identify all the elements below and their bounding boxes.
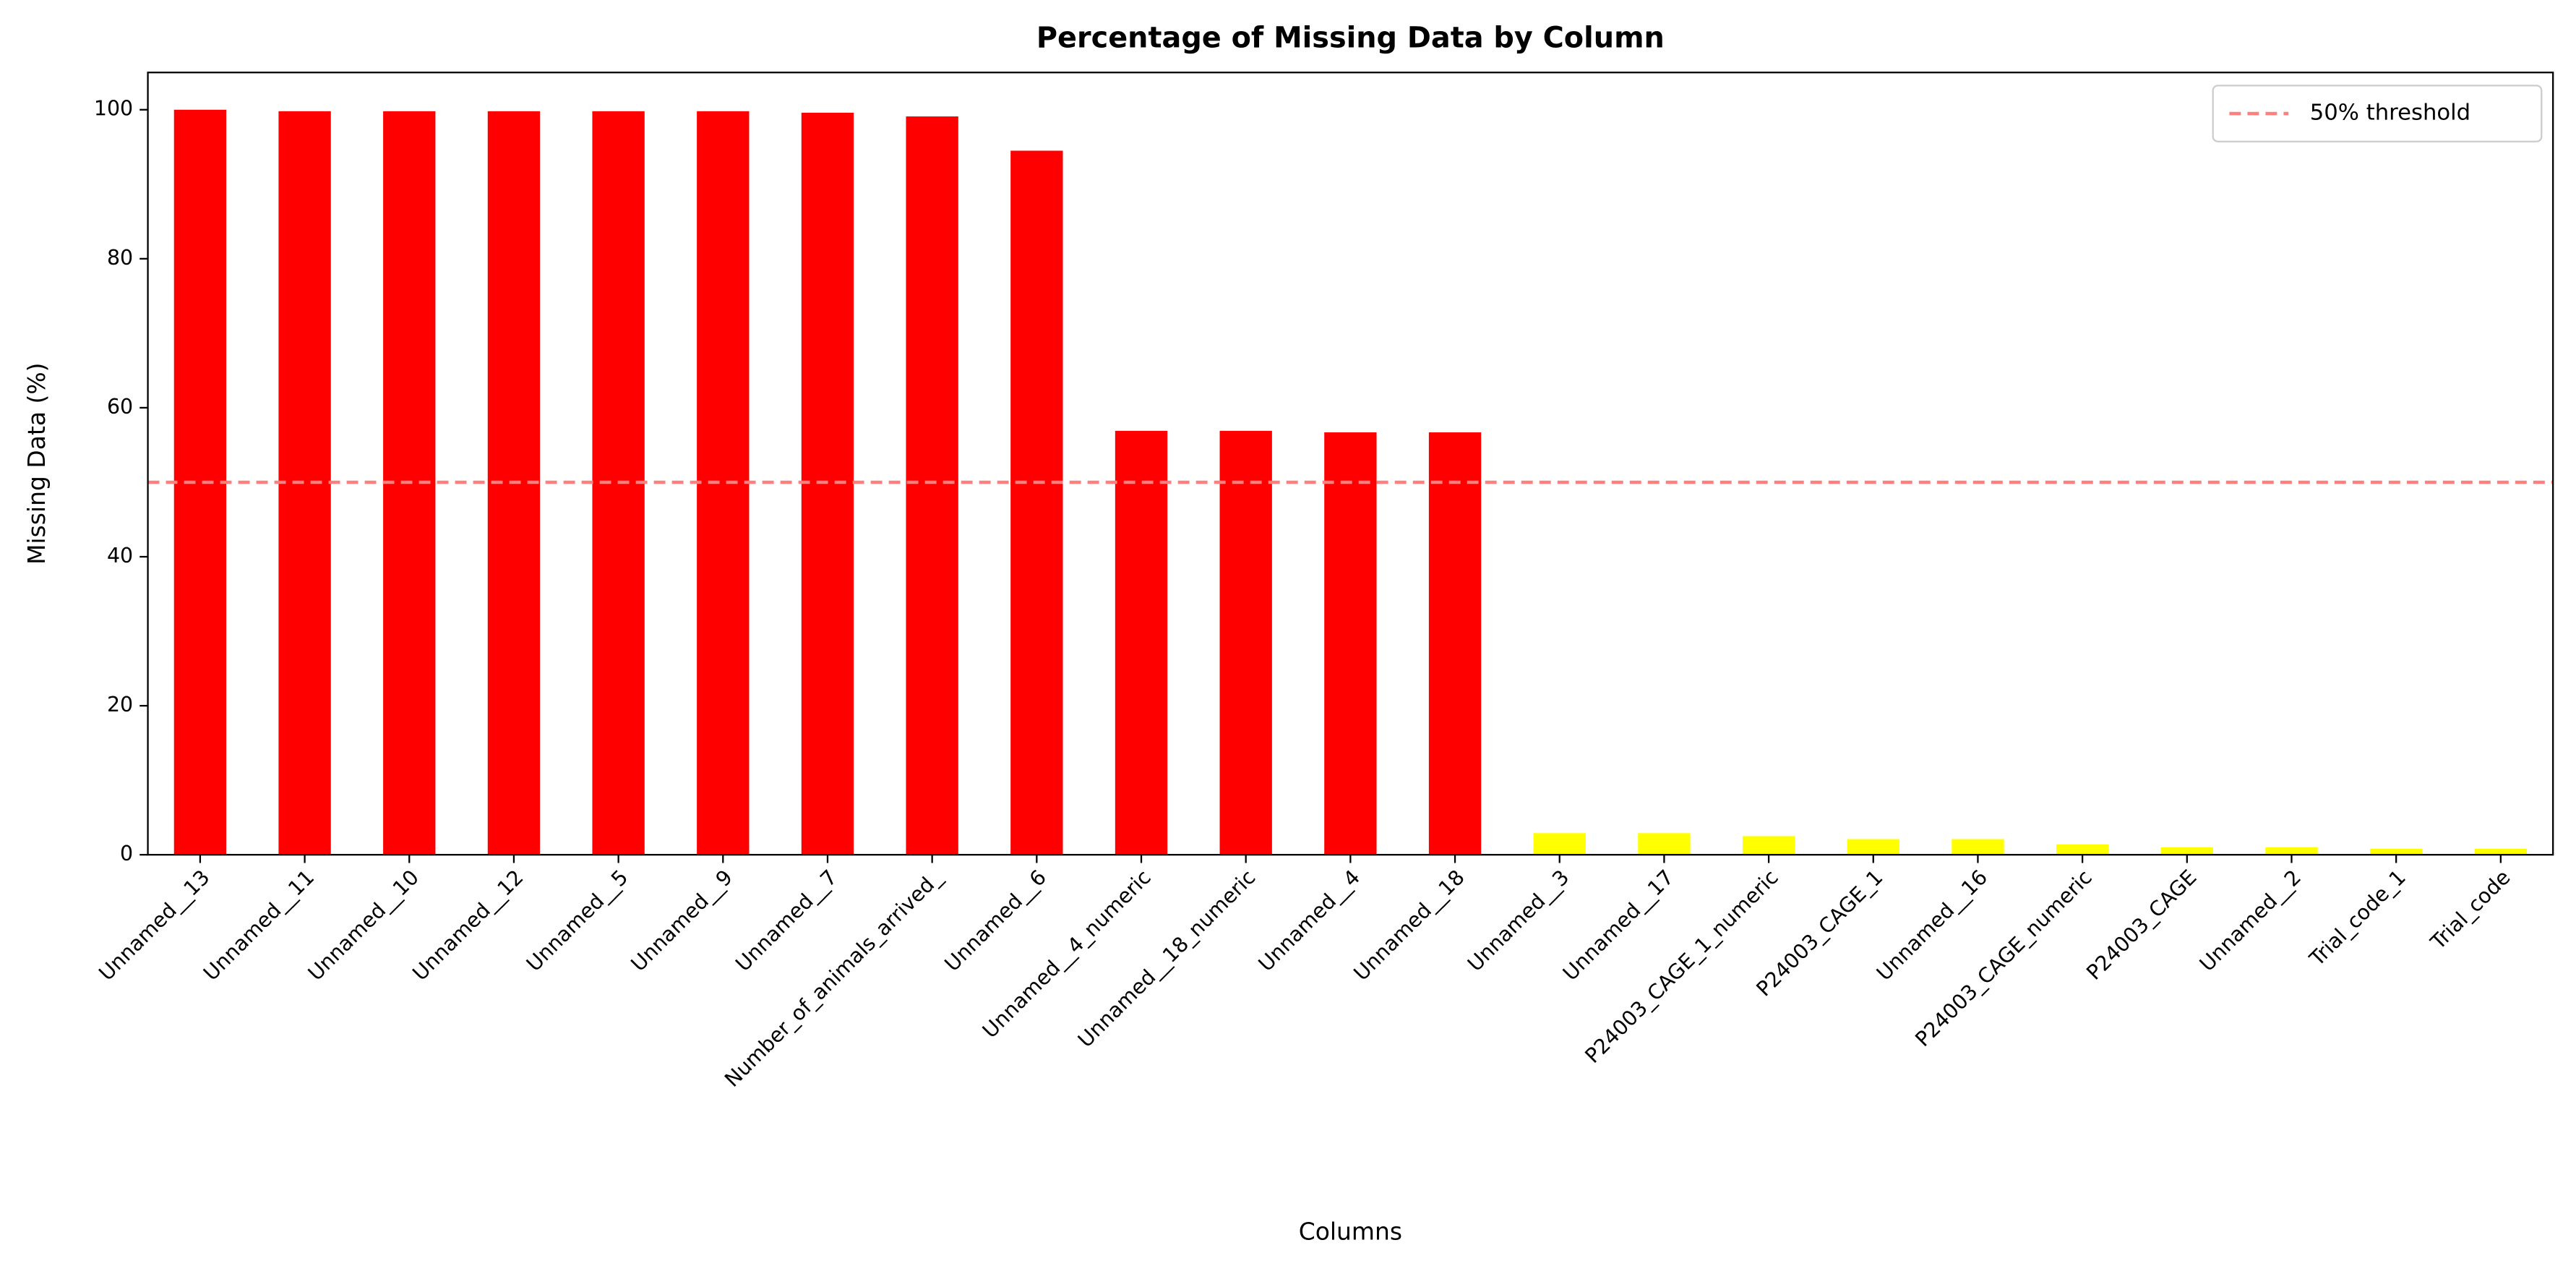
bar — [1324, 432, 1377, 855]
x-tick-label: Unnamed__3 — [1463, 865, 1573, 976]
bar — [697, 111, 750, 855]
x-tick-label: Unnamed__16 — [1872, 865, 1992, 986]
x-tick-label: Trial_code_1 — [2304, 865, 2410, 971]
chart-title: Percentage of Missing Data by Column — [1036, 21, 1665, 54]
x-tick-label: P24003_CAGE_numeric — [1910, 865, 2096, 1051]
x-axis-label: Columns — [1299, 1217, 1402, 1245]
x-tick-label: Unnamed__12 — [408, 865, 528, 986]
bar — [1010, 150, 1063, 855]
x-tick-label: P24003_CAGE — [2082, 865, 2201, 985]
bar — [173, 109, 227, 855]
bar — [1952, 839, 2004, 855]
x-tick-label: Unnamed__6 — [940, 865, 1051, 976]
y-axis-label: Missing Data (%) — [22, 362, 51, 564]
bar — [906, 116, 958, 855]
legend-label: 50% threshold — [2310, 101, 2470, 126]
x-tick-label: Unnamed__9 — [627, 865, 737, 976]
bar — [1428, 432, 1482, 855]
bar — [2160, 847, 2213, 855]
y-tick-label: 100 — [94, 97, 133, 121]
bar — [2265, 847, 2318, 855]
x-tick-label: Unnamed__18 — [1349, 865, 1469, 986]
x-tick-label: Unnamed__4_numeric — [978, 865, 1156, 1043]
x-tick-label: Unnamed__11 — [199, 865, 319, 986]
bar — [1219, 430, 1272, 855]
bar — [1742, 836, 1795, 855]
x-tick-label: Unnamed__5 — [522, 865, 632, 976]
x-tick-label: Unnamed__13 — [94, 865, 214, 986]
bar — [1847, 839, 1899, 855]
x-tick-label: Unnamed__17 — [1558, 865, 1678, 986]
x-tick-label: Trial_code — [2426, 865, 2515, 955]
y-tick-label: 20 — [107, 693, 133, 717]
y-tick-label: 60 — [107, 395, 133, 419]
bar — [2056, 844, 2109, 855]
x-tick-label: Unnamed__7 — [731, 865, 841, 976]
x-tick-label: Unnamed__18_numeric — [1073, 865, 1260, 1052]
bar — [1115, 430, 1168, 855]
y-tick-label: 0 — [120, 842, 133, 865]
bar — [1533, 833, 1586, 855]
x-tick-label: P24003_CAGE_1_numeric — [1581, 865, 1783, 1068]
x-tick-label: Unnamed__10 — [304, 865, 424, 986]
x-tick-label: Unnamed__4 — [1254, 865, 1365, 976]
plot-frame — [147, 72, 2554, 856]
x-tick-label: Number_of_animals_arrived_ — [720, 865, 947, 1092]
bar — [1638, 833, 1691, 855]
bar — [278, 111, 331, 855]
bar — [2474, 848, 2528, 855]
legend-box — [2212, 85, 2543, 142]
y-tick-label: 80 — [107, 246, 133, 270]
y-tick-label: 40 — [107, 544, 133, 568]
x-tick-label: Unnamed__2 — [2195, 865, 2306, 976]
bar — [2369, 848, 2423, 855]
